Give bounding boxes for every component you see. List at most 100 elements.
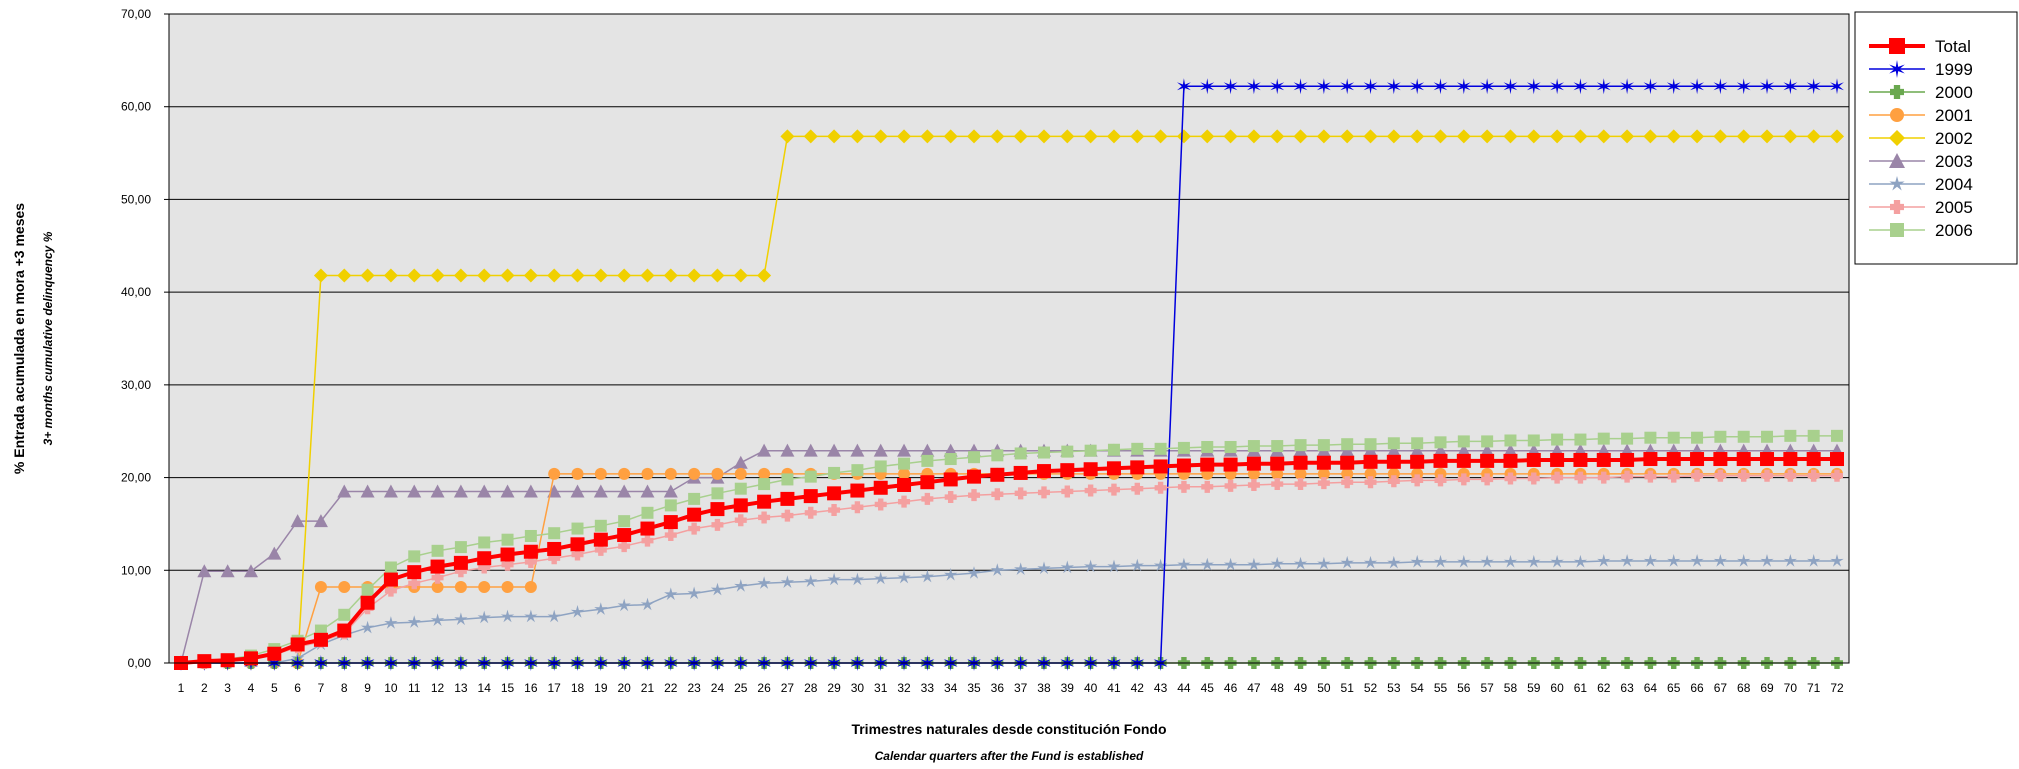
data-point <box>641 506 654 519</box>
data-point <box>453 268 468 283</box>
data-point <box>478 536 491 549</box>
x-tick-label: 63 <box>1620 681 1634 695</box>
x-tick-label: 8 <box>341 681 348 695</box>
data-point <box>1690 129 1705 144</box>
data-point <box>640 268 655 283</box>
data-point <box>1620 129 1635 144</box>
x-tick-label: 38 <box>1037 681 1051 695</box>
data-point <box>1410 129 1425 144</box>
data-point <box>1504 434 1517 447</box>
data-point <box>968 489 981 502</box>
data-point <box>1246 456 1261 471</box>
data-point <box>874 571 888 585</box>
data-point <box>1083 129 1098 144</box>
data-point <box>1341 438 1354 451</box>
data-point <box>383 484 398 498</box>
data-point <box>640 597 655 611</box>
data-point <box>687 507 702 522</box>
data-point <box>1363 78 1378 95</box>
legend-label: Total <box>1935 37 1971 56</box>
data-point <box>501 558 514 571</box>
plot-border <box>168 13 1850 664</box>
x-tick-label: 50 <box>1317 681 1331 695</box>
legend-label: 2003 <box>1935 152 1973 171</box>
data-point <box>1223 78 1238 95</box>
data-point <box>1014 447 1027 460</box>
data-point <box>1387 555 1401 569</box>
data-point <box>548 552 561 565</box>
data-point <box>1246 129 1261 144</box>
x-tick-label: 2 <box>201 681 208 695</box>
data-point <box>1433 453 1448 468</box>
data-point <box>570 537 585 552</box>
data-point <box>1411 437 1424 450</box>
data-point <box>757 268 772 283</box>
data-point <box>313 514 328 528</box>
data-point <box>1364 467 1377 480</box>
data-point <box>1456 129 1471 144</box>
x-tick-label: 28 <box>804 681 818 695</box>
data-point <box>477 551 492 566</box>
data-point <box>1387 475 1400 488</box>
data-point <box>1316 455 1331 470</box>
data-point <box>1294 467 1307 480</box>
data-point <box>1643 452 1658 467</box>
legend-label: 2004 <box>1935 175 1973 194</box>
data-point <box>384 616 398 629</box>
data-point <box>408 550 421 563</box>
data-point <box>501 533 514 546</box>
data-point <box>1061 485 1074 498</box>
x-tick-label: 1 <box>178 681 185 695</box>
data-point <box>384 561 397 574</box>
data-point <box>874 498 887 511</box>
data-point <box>478 561 491 574</box>
data-point <box>1596 78 1611 95</box>
data-point <box>1644 470 1657 483</box>
data-point <box>594 519 607 532</box>
data-point <box>1736 452 1751 467</box>
data-point <box>920 443 935 457</box>
data-point <box>1761 469 1774 482</box>
data-point <box>1363 555 1378 569</box>
legend-label: 2002 <box>1935 129 1973 148</box>
plot-area <box>169 14 1849 663</box>
data-point <box>1713 129 1728 144</box>
x-tick-label: 13 <box>454 681 468 695</box>
x-tick-label: 47 <box>1247 681 1261 695</box>
data-point <box>453 484 468 498</box>
data-point <box>360 484 375 498</box>
data-point <box>991 449 1004 462</box>
x-tick-label: 33 <box>921 681 935 695</box>
data-point <box>1830 452 1844 467</box>
data-point <box>267 546 282 560</box>
data-point <box>758 478 771 491</box>
x-tick-label: 64 <box>1644 681 1658 695</box>
x-tick-label: 34 <box>944 681 958 695</box>
data-point <box>640 521 655 536</box>
data-point <box>618 515 631 528</box>
data-point <box>360 620 375 634</box>
data-point <box>991 488 1004 501</box>
data-point <box>804 574 818 588</box>
data-point <box>1503 129 1518 144</box>
x-tick-label: 60 <box>1550 681 1564 695</box>
legend-label: 2001 <box>1935 106 1973 125</box>
data-point <box>828 466 841 479</box>
x-tick-label: 44 <box>1177 681 1191 695</box>
data-point <box>874 460 887 473</box>
data-point <box>850 129 865 144</box>
legend-item-2003: 2003 <box>1869 152 1973 171</box>
legend-marker <box>1889 130 1905 146</box>
x-tick-label: 62 <box>1597 681 1611 695</box>
data-point <box>898 495 911 508</box>
data-point <box>967 566 981 579</box>
data-point <box>1247 440 1260 453</box>
data-point <box>1410 454 1425 469</box>
data-point <box>1130 558 1144 572</box>
data-point <box>431 580 444 593</box>
data-point <box>1270 456 1285 471</box>
data-point <box>1341 476 1354 489</box>
data-point <box>1270 129 1285 144</box>
